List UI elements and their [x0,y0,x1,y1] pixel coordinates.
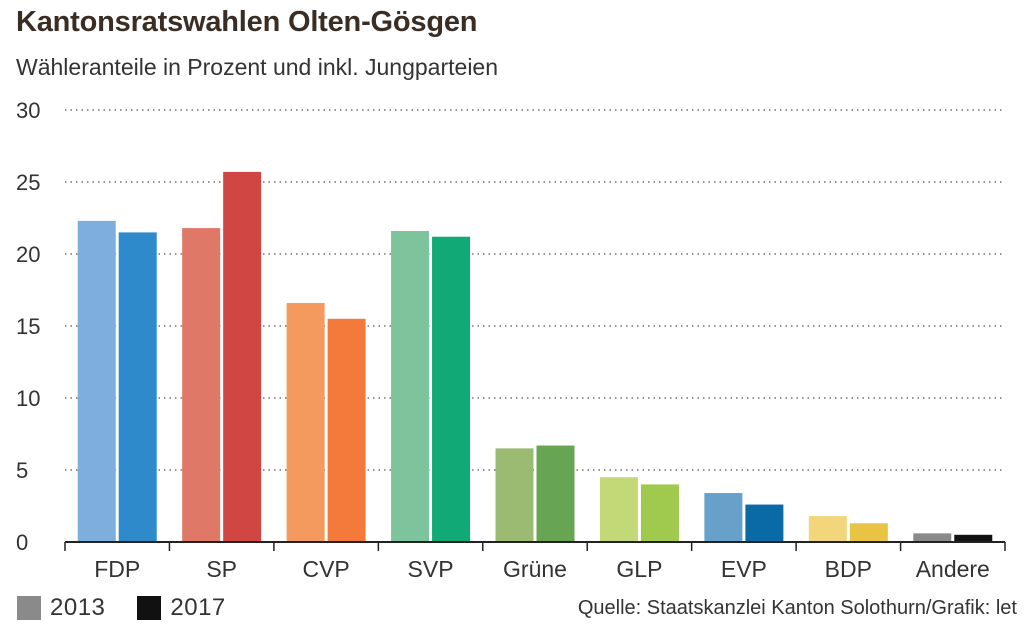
x-tick-label-evp: EVP [721,556,767,582]
bar-cvp-2013 [286,302,325,542]
y-tick-label-10: 10 [16,386,40,411]
y-tick-label-20: 20 [16,242,40,267]
bar-sp-2013 [182,228,221,542]
chart-title: Kantonsratswahlen Olten-Gösgen [16,6,478,38]
bar-svp-2013 [391,230,430,542]
bar-grüne-2017 [536,445,575,542]
y-tick-label-25: 25 [16,170,40,195]
bar-bdp-2017 [849,523,888,542]
legend-item-2013: 2013 [17,594,105,622]
bar-cvp-2017 [327,318,366,542]
y-tick-label-30: 30 [16,98,40,123]
x-tick-label-cvp: CVP [302,556,349,582]
legend: 2013 2017 [17,593,258,623]
chart-subtitle: Wähleranteile in Prozent und inkl. Jungp… [16,54,499,80]
bar-bdp-2013 [808,516,847,542]
bar-andere-2013 [913,533,952,542]
bar-fdp-2017 [118,232,157,542]
x-tick-label-grüne: Grüne [503,556,567,582]
bar-glp-2017 [640,484,679,542]
source-note: Quelle: Staatskanzlei Kanton Solothurn/G… [577,597,1017,619]
x-tick-label-bdp: BDP [825,556,872,582]
bar-evp-2013 [704,493,743,542]
bar-layer [77,171,993,543]
legend-swatch-2017 [137,596,162,620]
legend-item-2017: 2017 [137,594,225,622]
bar-evp-2017 [745,504,784,542]
legend-label-2013: 2013 [50,594,106,621]
bar-glp-2013 [599,477,638,542]
legend-label-2017: 2017 [170,594,226,621]
bar-grüne-2013 [495,448,534,542]
y-tick-label-15: 15 [16,314,40,339]
x-tick-label-fdp: FDP [94,556,140,582]
bar-andere-2017 [954,534,993,542]
bar-chart: 0 5 10 15 20 25 30 FDP SP CVP SVP Grüne GLP EVP BDP And… [16,98,1006,582]
legend-swatch-2013 [17,596,41,620]
bar-sp-2017 [223,171,262,543]
x-tick-label-andere: Andere [916,556,990,582]
x-tick-label-sp: SP [206,556,237,582]
y-tick-label-0: 0 [16,530,28,555]
bar-fdp-2013 [77,220,116,542]
x-tick-label-glp: GLP [616,556,662,582]
bar-svp-2017 [432,236,471,542]
label-layer: 0 5 10 15 20 25 30 FDP SP CVP SVP Grüne GLP EVP BDP And… [16,98,990,582]
axis-layer [64,541,1006,551]
x-tick-label-svp: SVP [408,556,454,582]
y-tick-label-5: 5 [16,458,28,483]
